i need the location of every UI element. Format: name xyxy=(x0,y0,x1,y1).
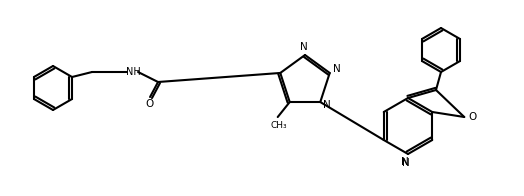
Text: N: N xyxy=(300,42,308,52)
Text: O: O xyxy=(468,112,476,122)
Text: N: N xyxy=(323,100,331,110)
Text: N: N xyxy=(333,64,341,74)
Text: N: N xyxy=(401,157,409,167)
Text: O: O xyxy=(145,99,153,109)
Text: CH₃: CH₃ xyxy=(270,121,287,130)
Text: NH: NH xyxy=(126,67,140,77)
Text: N: N xyxy=(402,158,410,168)
